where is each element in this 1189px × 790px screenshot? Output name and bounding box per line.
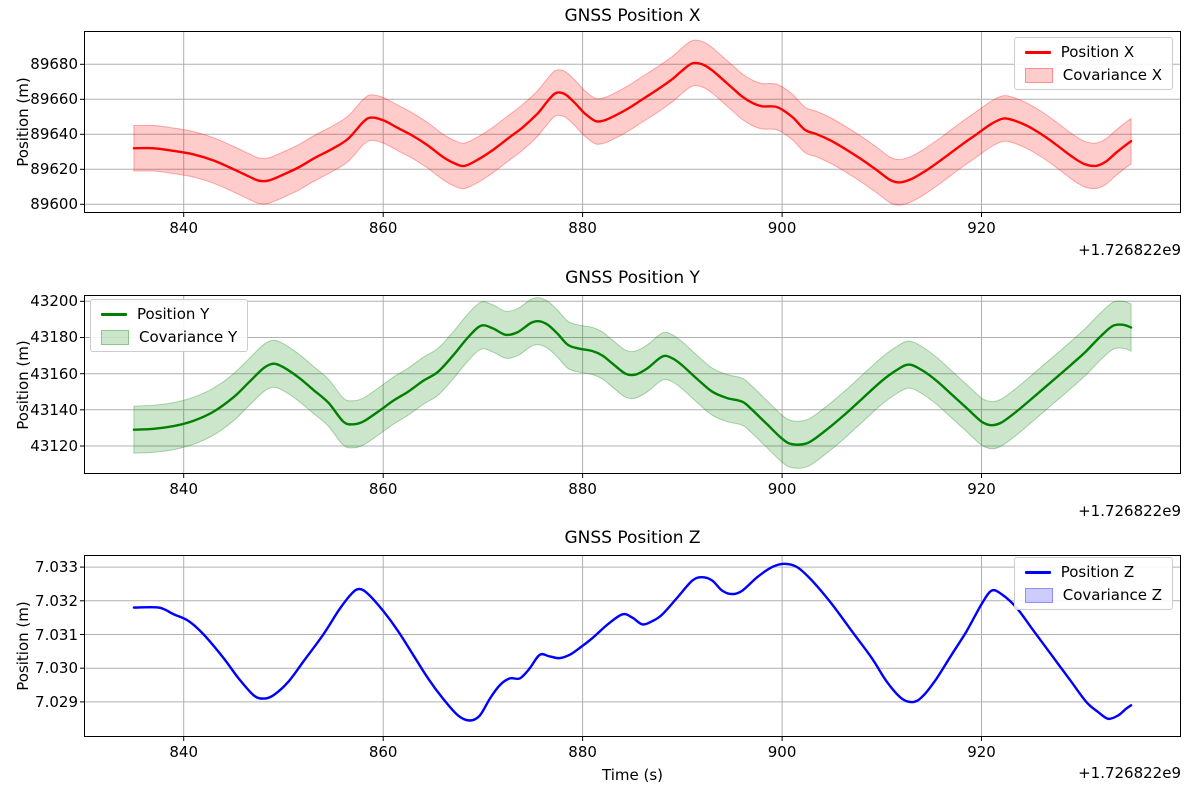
axis-offset-text-y: +1.726822e9 bbox=[1078, 502, 1181, 520]
plot-area-z bbox=[80, 555, 1181, 741]
position-x-line-swatch bbox=[1024, 50, 1051, 54]
legend-entry-position-x: Position X bbox=[1024, 43, 1162, 61]
covariance-z-patch-swatch bbox=[1024, 587, 1053, 603]
y-tick-label: 7.029 bbox=[35, 692, 78, 711]
x-tick-label: 920 bbox=[967, 219, 996, 237]
legend-entry-covariance-y: Covariance Y bbox=[101, 328, 237, 346]
x-tick-label: 840 bbox=[169, 480, 199, 498]
covariance-band bbox=[133, 297, 1132, 469]
legend-entry-position-z: Position Z bbox=[1024, 563, 1162, 581]
x-tick-label: 900 bbox=[767, 219, 797, 237]
legend-label-covariance-y: Covariance Y bbox=[139, 328, 238, 346]
axis-offset-text-x: +1.726822e9 bbox=[1078, 241, 1181, 259]
position-z-line-swatch bbox=[1024, 570, 1051, 574]
legend-entry-covariance-x: Covariance X bbox=[1024, 66, 1162, 84]
position-y-line-swatch bbox=[101, 312, 127, 316]
axis-offset-text-z: +1.726822e9 bbox=[1078, 764, 1181, 782]
covariance-x-patch-swatch bbox=[1024, 67, 1053, 83]
covariance-y-patch-swatch bbox=[101, 329, 129, 345]
x-tick-label: 860 bbox=[368, 743, 398, 761]
x-tick-label: 920 bbox=[967, 743, 996, 761]
legend-label-covariance-z: Covariance Z bbox=[1062, 586, 1162, 604]
legend-label-position-x: Position X bbox=[1060, 43, 1135, 61]
position-line bbox=[132, 61, 1133, 184]
subplot-y-title: GNSS Position Y bbox=[565, 268, 700, 288]
legend-x: Position X Covariance X bbox=[1013, 37, 1173, 90]
plot-area-y bbox=[80, 295, 1181, 478]
x-tick-label: 880 bbox=[568, 480, 597, 498]
x-tick-label: 860 bbox=[368, 480, 398, 498]
position-line bbox=[132, 562, 1133, 722]
y-tick-label: 43120 bbox=[30, 436, 78, 455]
x-tick-label: 900 bbox=[767, 743, 797, 761]
y-tick-label: 7.030 bbox=[35, 659, 78, 678]
y-tick-label: 89660 bbox=[30, 90, 78, 109]
y-tick-label: 43140 bbox=[30, 400, 78, 419]
y-tick-label: 7.033 bbox=[35, 558, 78, 577]
y-tick-label: 7.031 bbox=[35, 625, 78, 644]
legend-y: Position Y Covariance Y bbox=[90, 299, 249, 352]
x-tick-label: 860 bbox=[368, 219, 398, 237]
x-axis-label: Time (s) bbox=[602, 766, 663, 784]
y-tick-label: 89640 bbox=[30, 125, 78, 144]
subplot-z-title: GNSS Position Z bbox=[564, 528, 701, 548]
legend-label-covariance-x: Covariance X bbox=[1062, 66, 1162, 84]
y-tick-label: 43200 bbox=[30, 292, 78, 311]
legend-z: Position Z Covariance Z bbox=[1013, 557, 1173, 610]
x-tick-label: 900 bbox=[767, 480, 797, 498]
x-tick-label: 880 bbox=[568, 743, 597, 761]
y-tick-label: 89680 bbox=[30, 55, 78, 74]
x-tick-label: 840 bbox=[169, 219, 199, 237]
position-line bbox=[132, 319, 1133, 446]
legend-label-position-z: Position Z bbox=[1060, 563, 1135, 581]
y-tick-label: 89620 bbox=[30, 160, 78, 179]
legend-label-position-y: Position Y bbox=[137, 305, 210, 323]
plot-border bbox=[84, 295, 1181, 474]
y-tick-label: 43160 bbox=[30, 364, 78, 383]
x-tick-label: 840 bbox=[169, 743, 199, 761]
y-tick-label: 7.032 bbox=[35, 591, 78, 610]
legend-entry-position-y: Position Y bbox=[101, 305, 237, 323]
y-tick-label: 89600 bbox=[30, 195, 78, 214]
plot-border bbox=[84, 555, 1181, 737]
covariance-band bbox=[133, 39, 1132, 206]
x-tick-label: 880 bbox=[568, 219, 597, 237]
plot-border bbox=[84, 31, 1181, 213]
subplot-x-title: GNSS Position X bbox=[564, 6, 701, 26]
y-axis-label-z: Position (m) bbox=[14, 601, 32, 691]
x-tick-label: 920 bbox=[967, 480, 996, 498]
y-tick-label: 43180 bbox=[30, 328, 78, 347]
plot-area-x bbox=[80, 31, 1181, 217]
legend-entry-covariance-z: Covariance Z bbox=[1024, 586, 1162, 604]
